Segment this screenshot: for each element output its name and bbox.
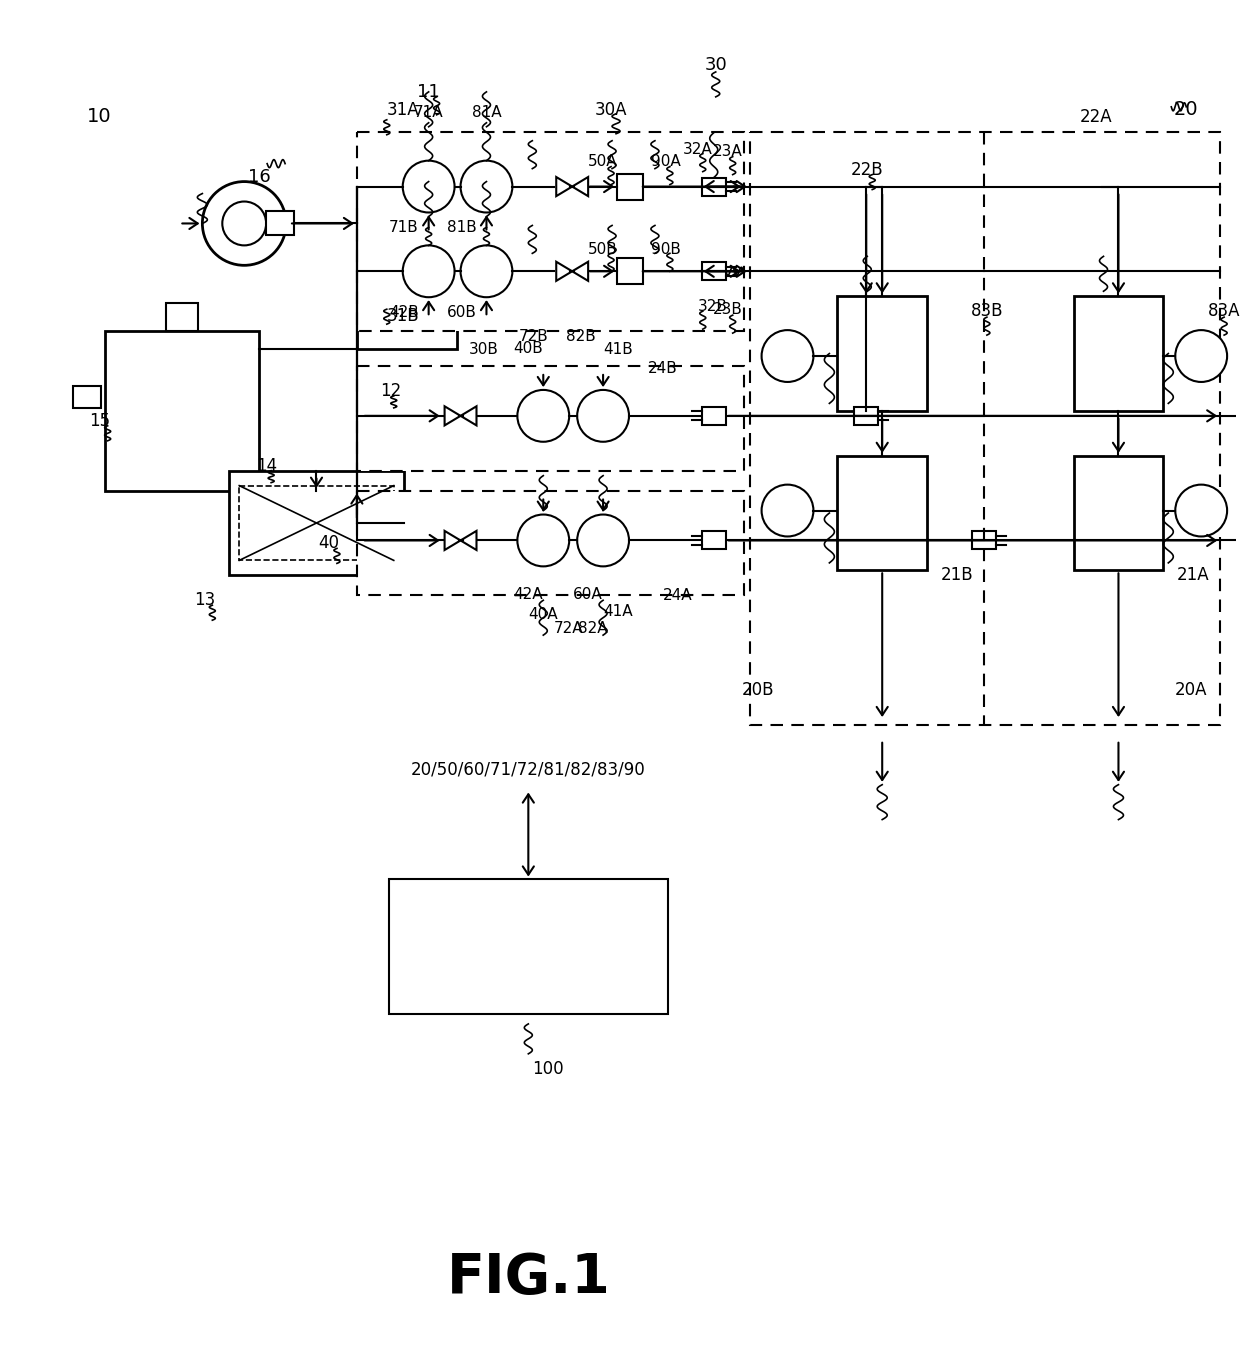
Text: 32B: 32B <box>698 299 728 314</box>
Text: 72A: 72A <box>553 620 583 635</box>
Text: 41B: 41B <box>603 342 632 357</box>
Text: 10: 10 <box>87 108 112 126</box>
Text: 32A: 32A <box>683 142 713 157</box>
Circle shape <box>222 202 267 246</box>
Text: 30B: 30B <box>469 342 498 357</box>
Text: 23A: 23A <box>713 145 743 160</box>
Text: 21B: 21B <box>941 567 973 585</box>
Text: 50B: 50B <box>588 242 618 257</box>
Text: 42B: 42B <box>389 305 419 320</box>
Bar <box>702 178 725 195</box>
Text: FIG.1: FIG.1 <box>446 1251 610 1305</box>
Bar <box>239 486 394 560</box>
Text: 71B: 71B <box>389 220 419 235</box>
Bar <box>357 131 744 331</box>
Text: 31A: 31A <box>387 101 419 119</box>
Text: 22A: 22A <box>1080 108 1112 126</box>
Text: 83B: 83B <box>971 302 1003 320</box>
Text: 60A: 60A <box>573 587 603 602</box>
Circle shape <box>403 246 455 298</box>
Text: 11: 11 <box>418 83 440 101</box>
Text: 20B: 20B <box>742 682 774 699</box>
Bar <box>1074 296 1163 411</box>
Circle shape <box>460 161 512 213</box>
Text: 13: 13 <box>193 591 215 609</box>
Text: 60B: 60B <box>446 305 476 320</box>
Text: 40A: 40A <box>528 607 558 622</box>
Bar <box>618 173 644 199</box>
Text: 31B: 31B <box>387 307 419 325</box>
Text: 90B: 90B <box>651 242 681 257</box>
Text: 40: 40 <box>319 534 340 552</box>
Text: 72B: 72B <box>518 329 548 344</box>
Text: 82B: 82B <box>567 329 596 344</box>
Bar <box>357 490 744 596</box>
Circle shape <box>761 485 813 537</box>
Text: 24B: 24B <box>649 362 678 377</box>
Text: 23B: 23B <box>713 302 743 317</box>
Text: 22B: 22B <box>851 161 884 179</box>
Text: 30A: 30A <box>595 101 627 119</box>
Bar <box>837 456 928 571</box>
Text: 20/50/60/71/72/81/82/83/90: 20/50/60/71/72/81/82/83/90 <box>410 761 646 779</box>
Bar <box>104 331 259 490</box>
Text: 50A: 50A <box>588 154 618 169</box>
Circle shape <box>1176 331 1228 382</box>
Circle shape <box>1176 485 1228 537</box>
Bar <box>750 131 1220 725</box>
Text: 42A: 42A <box>513 587 543 602</box>
Bar <box>357 194 456 350</box>
Text: 41A: 41A <box>603 604 632 619</box>
Circle shape <box>460 246 512 298</box>
Text: 83A: 83A <box>1208 302 1240 320</box>
Text: 30: 30 <box>704 56 727 74</box>
Bar <box>166 303 198 331</box>
Circle shape <box>403 161 455 213</box>
Text: 71A: 71A <box>414 105 444 120</box>
Bar <box>972 531 997 549</box>
Text: 15: 15 <box>89 411 110 430</box>
Bar <box>837 296 928 411</box>
Text: 20A: 20A <box>1176 682 1208 699</box>
Text: 16: 16 <box>248 168 270 186</box>
Bar <box>702 262 725 280</box>
Bar <box>1074 456 1163 571</box>
Bar <box>702 531 725 549</box>
Bar <box>389 880 668 1014</box>
Text: 81A: 81A <box>471 105 501 120</box>
Text: 81B: 81B <box>446 220 476 235</box>
Bar <box>229 471 404 575</box>
Text: 24A: 24A <box>663 587 693 602</box>
Text: 40B: 40B <box>513 340 543 355</box>
Bar <box>73 387 100 408</box>
Bar <box>618 258 644 284</box>
Circle shape <box>577 389 629 441</box>
Circle shape <box>202 182 286 265</box>
Text: 100: 100 <box>532 1060 564 1078</box>
Text: 82A: 82A <box>578 620 608 635</box>
Text: 12: 12 <box>381 382 402 400</box>
Text: 20: 20 <box>1174 100 1199 119</box>
Text: 14: 14 <box>257 456 278 475</box>
Text: 90A: 90A <box>651 154 681 169</box>
Bar <box>854 407 878 425</box>
Bar <box>702 407 725 425</box>
Bar <box>357 366 744 471</box>
Text: 21A: 21A <box>1177 567 1209 585</box>
Bar <box>267 212 294 235</box>
Circle shape <box>761 331 813 382</box>
Circle shape <box>517 515 569 567</box>
Circle shape <box>577 515 629 567</box>
Circle shape <box>517 389 569 441</box>
